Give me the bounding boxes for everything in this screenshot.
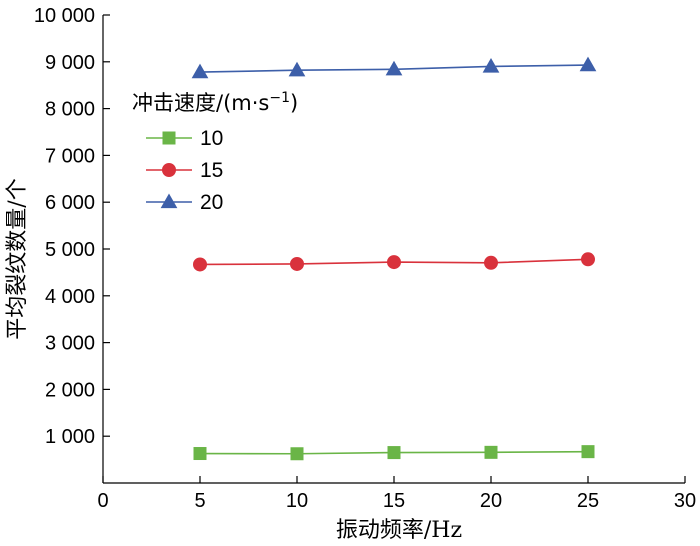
y-tick-label: 4 000 xyxy=(45,286,95,308)
legend-label: 20 xyxy=(200,191,223,214)
data-point-15 xyxy=(484,255,498,270)
legend-title: 冲击速度/(m·s−1) xyxy=(132,90,298,115)
data-point-20 xyxy=(191,63,209,79)
x-tick-label: 25 xyxy=(577,490,599,512)
x-tick-label: 20 xyxy=(480,490,502,512)
y-axis-title: 平均裂纹数量/个 xyxy=(5,178,30,339)
x-tick-label: 30 xyxy=(674,490,696,512)
axes xyxy=(102,15,685,484)
y-tick-label: 2 000 xyxy=(45,379,95,401)
x-tick-label: 5 xyxy=(194,490,205,512)
data-point-15 xyxy=(581,252,595,267)
legend-marker xyxy=(162,131,176,145)
legend-item-10: 10 xyxy=(146,127,223,150)
series-layer xyxy=(191,56,597,461)
x-tick-label: 0 xyxy=(97,490,108,512)
y-tick-label: 6 000 xyxy=(45,192,95,214)
y-tick-label: 9 000 xyxy=(45,52,95,74)
data-point-15 xyxy=(193,257,207,272)
data-point-20 xyxy=(482,57,500,73)
data-point-20 xyxy=(579,56,597,72)
data-point-15 xyxy=(387,255,401,270)
series-20 xyxy=(191,56,597,79)
legend-label: 15 xyxy=(200,159,223,182)
y-tick-label: 5 000 xyxy=(45,239,95,261)
x-tick-label: 10 xyxy=(286,490,308,512)
y-tick-label: 7 000 xyxy=(45,145,95,167)
y-tick-label: 8 000 xyxy=(45,99,95,121)
legend-marker xyxy=(160,193,178,209)
legend-item-20: 20 xyxy=(146,191,223,214)
data-point-10 xyxy=(581,445,595,459)
series-15 xyxy=(193,252,595,272)
data-point-10 xyxy=(387,446,401,460)
data-point-10 xyxy=(484,445,498,459)
legend-label: 10 xyxy=(200,127,223,150)
data-point-15 xyxy=(290,256,304,271)
x-axis-title: 振动频率/Hz xyxy=(336,518,462,543)
data-point-10 xyxy=(193,447,207,461)
data-point-20 xyxy=(385,60,403,76)
legend: 冲击速度/(m·s−1) 10 15 20 xyxy=(132,90,298,214)
ticks: 1 000 2 000 3 000 4 000 5 000 6 000 7 000 8 000… xyxy=(34,5,696,512)
y-tick-label: 3 000 xyxy=(45,333,95,355)
y-tick-label: 1 000 xyxy=(45,426,95,448)
y-tick-label: 10 000 xyxy=(34,5,95,27)
legend-item-15: 15 xyxy=(146,159,223,182)
data-point-20 xyxy=(288,61,306,77)
data-point-10 xyxy=(290,447,304,461)
series-10 xyxy=(193,445,595,461)
x-tick-label: 15 xyxy=(383,490,405,512)
legend-marker xyxy=(162,163,176,177)
